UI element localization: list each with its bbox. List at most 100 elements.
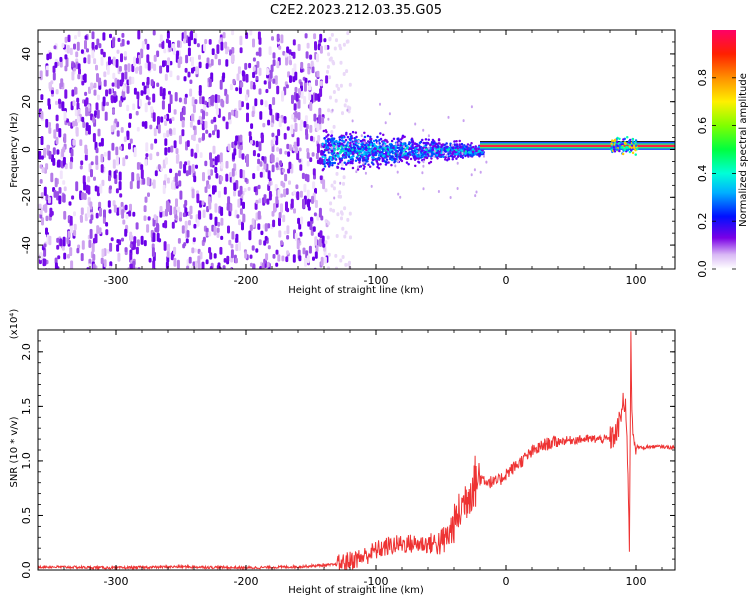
spectrogram-cell (615, 148, 619, 151)
spectrogram-cell (473, 168, 476, 172)
spectrogram-cell (323, 256, 327, 264)
spectrogram-cell (202, 172, 205, 182)
spectrogram-cell (191, 265, 195, 269)
spectrogram-cell (619, 141, 623, 144)
spectrogram-cell (378, 138, 381, 142)
spectrogram-cell (267, 119, 271, 126)
spectrogram-cell (148, 257, 152, 263)
spectrogram-cell (40, 94, 44, 101)
spectrogram-cell (610, 142, 613, 145)
spectrogram-cell (77, 30, 81, 37)
spectrogram-cell (275, 249, 279, 255)
spectrogram-cell (258, 88, 262, 95)
spectrogram-cell (124, 247, 128, 253)
spectrogram-cell (73, 67, 76, 72)
spectrogram-cell (194, 260, 198, 268)
spectrogram-cell (233, 148, 237, 156)
spectrogram-cell (176, 75, 180, 81)
spectrogram-cell (122, 85, 126, 92)
spectrogram-cell (112, 159, 116, 169)
spectrogram-cell (143, 205, 147, 213)
spectrogram-cell (117, 37, 121, 42)
spectrogram-cell (272, 52, 276, 59)
spectrogram-cell (413, 149, 417, 153)
spectrogram-cell (376, 162, 379, 165)
spectrogram-cell (364, 171, 367, 175)
spectrogram-cell (39, 252, 43, 261)
spectrogram-cell (293, 103, 297, 111)
spectrogram-cell (241, 221, 244, 231)
spectrogram-cell (370, 147, 373, 150)
spectrogram-cell (362, 163, 365, 167)
spectrogram-cell (64, 36, 68, 43)
spectrogram-cell (224, 41, 228, 49)
spectrogram-cell (277, 189, 281, 198)
spectrogram-cell (459, 154, 463, 158)
spectrogram-cell (140, 235, 144, 245)
spectrogram-cell (169, 168, 173, 174)
spectrogram-cell (451, 146, 454, 150)
spectrogram-cell (204, 160, 208, 167)
spectrogram-cell (76, 115, 80, 123)
spectrogram-cell (186, 140, 190, 147)
spectrogram-cell (61, 246, 65, 251)
spectrogram-cell (190, 148, 194, 157)
spectrogram-cell (152, 232, 156, 242)
spectrogram-cell (70, 156, 74, 163)
spectrogram-cell (340, 134, 343, 137)
spectrogram-cell (84, 40, 87, 50)
spectrogram-cell (140, 169, 144, 179)
spectrogram-cell (425, 148, 428, 151)
spectrogram-cell (280, 34, 284, 44)
spectrogram-cell (344, 98, 348, 103)
spectrogram-cell (339, 181, 342, 185)
spectrogram-cell (283, 132, 287, 140)
spectrogram-cell (314, 187, 317, 194)
spectrogram-cell (51, 154, 54, 163)
spectrogram-cell (358, 152, 361, 156)
spectrogram-cell (96, 225, 100, 234)
spectrogram-cell (631, 137, 635, 141)
spectrogram-cell (102, 32, 106, 41)
spectrogram-cell (233, 190, 236, 197)
spectrogram-cell (258, 198, 262, 204)
spectrogram-cell (392, 146, 395, 150)
spectrogram-cell (239, 208, 243, 215)
spectrogram-cell (104, 111, 108, 121)
spectrogram-cell (240, 81, 244, 88)
spectrogram-cell (205, 231, 209, 237)
spectrogram-cell (424, 138, 428, 141)
spectrogram-cell (379, 163, 382, 166)
spectrogram-cell (307, 67, 311, 75)
spectrogram-cell (81, 80, 85, 86)
spectrogram-cell (183, 76, 187, 82)
spectrogram-cell (208, 133, 212, 138)
spectrogram-cell (471, 150, 475, 153)
spectrogram-cell (304, 77, 308, 83)
spectrogram-cell (63, 110, 67, 121)
spectrogram-cell (371, 158, 375, 162)
spectrogram-cell (164, 174, 168, 182)
spectrogram-cell (293, 141, 297, 149)
spectrogram-cell (351, 158, 354, 161)
spectrogram-cell (120, 201, 124, 208)
spectrogram-cell (343, 206, 347, 211)
spectrogram-cell (436, 145, 440, 148)
spectrogram-cell (152, 217, 156, 227)
spectrogram-cell (305, 51, 309, 59)
spectrogram-cell (136, 180, 140, 189)
spectrogram-cell (353, 146, 357, 150)
spectrogram-cell (252, 84, 256, 90)
colorbar-tick-label: 0.0 (696, 260, 709, 278)
spectrogram-cell (613, 150, 617, 153)
spectrogram-cell (115, 146, 119, 156)
spectrogram-cell (313, 113, 317, 122)
spectrogram-cell (370, 137, 373, 141)
spectrogram-cell (325, 130, 328, 134)
spectrogram-cell (236, 214, 240, 219)
spectrogram-cell (349, 135, 353, 139)
spectrogram-cell (129, 231, 133, 242)
spectrogram-cell (271, 154, 275, 163)
spectrogram-cell (220, 217, 224, 226)
spectrogram-cell (356, 168, 360, 171)
